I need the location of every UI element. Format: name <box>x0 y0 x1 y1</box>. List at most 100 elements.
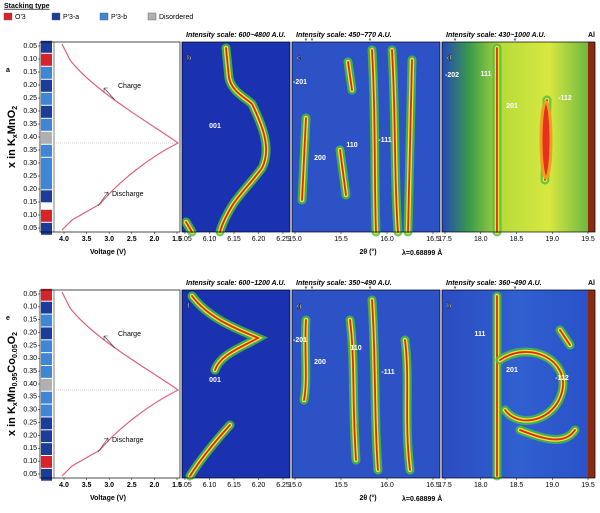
y-tick-label: 0.25 <box>23 342 37 349</box>
heatmap-bg <box>442 42 595 232</box>
subscript: x <box>12 402 19 406</box>
y-tick-label: 0.20 <box>23 186 37 193</box>
legend-item: P'3-b <box>111 14 127 21</box>
x-tick-label: 6.20 <box>252 236 266 243</box>
peak-label: 111 <box>481 71 492 78</box>
intensity-core <box>404 339 411 471</box>
arrow <box>103 87 116 101</box>
x-tick-label: 2.0 <box>150 236 160 243</box>
heatmap-bg <box>442 290 595 478</box>
x-tick-label: 16.0 <box>380 482 394 489</box>
stacking-block <box>41 131 52 144</box>
peak-label: 110 <box>350 345 361 352</box>
panel-frame <box>181 41 291 233</box>
subscript: x <box>12 134 19 138</box>
legend-item: O'3 <box>15 14 26 21</box>
stacking-block <box>41 66 52 79</box>
x-tick-label: 6.15 <box>227 236 241 243</box>
peak-label: 201 <box>506 103 518 110</box>
panel-frame <box>441 289 596 479</box>
intensity-scale: Intensity scale: 360~490 A.U. <box>446 280 542 287</box>
subscript: 0.95 <box>12 373 19 387</box>
peak-marker: * <box>369 38 372 45</box>
wavelength: λ=0.68899 Å <box>402 248 442 257</box>
intensity-core <box>519 429 576 441</box>
x-tick-label: 16.5 <box>426 236 440 243</box>
stacking-block <box>41 144 52 157</box>
panel-letter: h <box>447 303 451 310</box>
peak-label: 001 <box>209 377 221 384</box>
x-tick-label: 6.10 <box>203 482 217 489</box>
y-tick-label: 0.40 <box>23 134 37 141</box>
peak-marker: * <box>311 286 314 293</box>
stacking-block <box>41 417 52 430</box>
x-tick-label: 19.0 <box>545 236 559 243</box>
y-tick-label: 0.15 <box>23 199 37 206</box>
x-axis-label: 2θ (°) <box>359 248 376 256</box>
charge-label: Charge <box>118 331 141 338</box>
stacking-block <box>41 105 52 118</box>
y-tick-label: 0.20 <box>23 329 37 336</box>
peak-label: -112 <box>558 95 572 102</box>
x-tick-label: 17.5 <box>438 482 452 489</box>
peak-label: -202 <box>445 72 459 79</box>
intensity-scale: Intensity scale: 600~1200 A.U. <box>186 280 286 287</box>
stacking-block <box>41 301 52 314</box>
intensity-core <box>219 47 267 233</box>
panel-frame <box>441 41 596 233</box>
stacking-block <box>41 209 52 222</box>
x-tick-label: 4.0 <box>59 482 69 489</box>
x-tick-label: 15.5 <box>334 236 348 243</box>
y-tick-label: 0.30 <box>23 108 37 115</box>
x-tick-label: 19.5 <box>581 236 595 243</box>
al-tag: Al <box>588 280 595 287</box>
y-tick-label: 0.15 <box>23 445 37 452</box>
label-part: x in K <box>6 406 18 436</box>
y-tick-label: 0.35 <box>23 368 37 375</box>
intensity-core <box>347 61 353 91</box>
discharge-label: Discharge <box>112 191 144 198</box>
heatmap-bg <box>182 290 290 478</box>
stacking-block <box>41 468 52 481</box>
peak-marker: * <box>514 38 517 45</box>
stacking-block <box>41 327 52 340</box>
stacking-block <box>41 456 52 468</box>
y-tick-label: 0.40 <box>23 381 37 388</box>
legend-swatch <box>99 12 109 21</box>
peak-marker: * <box>311 38 314 45</box>
panel-frame <box>291 41 441 233</box>
intensity-core <box>189 295 261 477</box>
legend-swatch <box>147 12 157 21</box>
stacking-block <box>41 288 52 301</box>
y-tick-label: 0.15 <box>23 69 37 76</box>
arrow <box>103 335 116 349</box>
stacking-block <box>41 340 52 353</box>
x-tick-label: 4.0 <box>59 236 69 243</box>
y-tick-label: 0.25 <box>23 173 37 180</box>
heatmap-bg <box>292 290 440 478</box>
panel-frame <box>181 289 291 479</box>
intensity-scale: Intensity scale: 430~1000 A.U. <box>446 32 546 39</box>
heatmap-bg <box>292 42 440 232</box>
x-axis-label: Voltage (V) <box>90 249 126 256</box>
panel-letter: e <box>6 315 10 322</box>
subscript: 2 <box>12 106 19 110</box>
x-tick-label: 2.5 <box>127 482 137 489</box>
stacking-block <box>41 53 52 66</box>
legend-title: Stacking type <box>4 3 50 10</box>
peak-label: -111 <box>378 137 391 144</box>
peak-label: 111 <box>475 331 486 338</box>
intensity-core <box>499 351 564 422</box>
peak-label: 001 <box>209 123 221 130</box>
stacking-block <box>41 190 52 203</box>
x-tick-label: 3.5 <box>82 482 92 489</box>
y-tick-label: 0.10 <box>23 56 37 63</box>
panel-letter: b <box>187 55 191 62</box>
panel-letter: g <box>297 303 301 310</box>
peak-marker: * <box>369 286 372 293</box>
voltage-curve <box>61 291 180 477</box>
y-tick-label: 0.35 <box>23 147 37 154</box>
arrow <box>97 191 109 207</box>
y-tick-label: 0.10 <box>23 304 37 311</box>
intensity-core <box>185 221 193 233</box>
